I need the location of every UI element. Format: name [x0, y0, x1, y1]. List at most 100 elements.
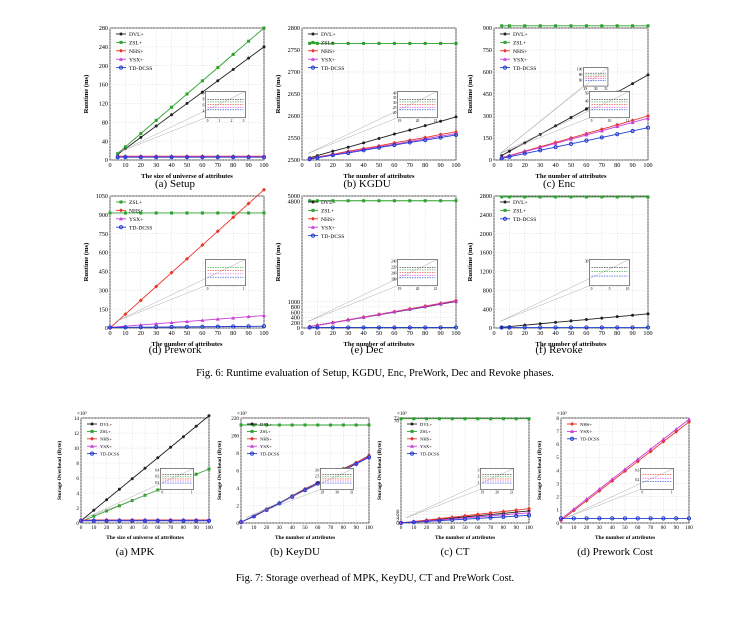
keydu-legend-label: YSX+ [260, 444, 272, 449]
prework_cost-xtick-label: 50 [622, 525, 628, 531]
dec-legend-label: YSX+ [321, 225, 335, 231]
mpk-inset-ytick: 0.3 [155, 475, 160, 479]
mpk-ytick-label: 6 [76, 476, 79, 482]
kgdu-point-DVL+ [362, 141, 366, 145]
enc-xtick-label: 80 [614, 162, 620, 169]
keydu-inset-xtick: 29 [321, 490, 325, 494]
enc-ytick-label: 600 [483, 69, 492, 76]
enc-inset2-ytick: 80 [579, 73, 583, 77]
ct-point-ZSL+ [527, 417, 531, 421]
kgdu-legend-label: TD-DCSS [321, 66, 344, 72]
ct-inset-leader [406, 489, 481, 518]
prework_cost-inset-ytick: 0.2 [635, 478, 640, 482]
revoke-point-ZSL+ [538, 195, 542, 199]
mpk-inset-ytick: 0.4 [155, 468, 160, 472]
dec-xtick-label: 80 [422, 330, 428, 337]
revoke-xlabel: The number of attributes [535, 341, 607, 348]
ct-legend-marker [409, 451, 415, 456]
dec-legend-label: NHS+ [321, 217, 335, 223]
prework_cost-ytick-label: 6 [556, 442, 559, 448]
ct-point-TD-DCSS [475, 516, 480, 521]
ct-ytick-label: 6 [396, 512, 399, 518]
setup-ytick-label: 240 [99, 44, 108, 51]
enc-xtick-label: 70 [599, 162, 605, 169]
revoke-xtick-label: 0 [492, 330, 495, 337]
revoke-ylabel: Runtime (ms) [467, 243, 474, 282]
setup-xtick-label: 40 [169, 162, 175, 169]
setup-inset-xtick: 1 [219, 119, 221, 123]
revoke-xtick-label: 80 [614, 330, 620, 337]
enc-inset2-leader [500, 67, 609, 154]
ct-point-NHS+ [527, 506, 531, 511]
ct-xtick-label: 30 [437, 525, 443, 531]
prework-point-NHS+ [231, 215, 236, 220]
setup-point-TD-DCSS [154, 155, 159, 160]
prework-point-TD-DCSS [246, 324, 251, 329]
revoke-ytick-label: 2000 [480, 231, 492, 238]
ct-point-ZSL+ [425, 417, 429, 421]
ct-ytick-label: 2 [396, 518, 399, 524]
dec-inset-ytick: 220 [391, 265, 397, 269]
kgdu-point-ZSL+ [346, 41, 350, 45]
dec-ytick-label: 200 [291, 320, 300, 327]
dec-legend-marker [311, 216, 315, 221]
prework-legend-label: NHS+ [129, 209, 143, 215]
setup-point-ZSL+ [139, 132, 143, 136]
dec-inset-ytick: 200 [391, 272, 397, 276]
prework_cost-xtick-label: 80 [661, 525, 667, 531]
mpk-point-DVL+ [156, 456, 160, 460]
ct-point-TD-DCSS [411, 520, 416, 525]
enc-ytick-label: 0 [489, 157, 492, 164]
ct-series-TD-DCSS-line [400, 514, 530, 524]
ct-legend-label: NHS+ [420, 437, 432, 442]
prework_cost-inset-xtick: 1 [671, 490, 673, 494]
kgdu-point-TD-DCSS [453, 132, 459, 138]
mpk-point-DVL+ [117, 487, 121, 491]
enc-point-TD-DCSS [615, 132, 620, 137]
kgdu-inset-xtick: 21 [434, 119, 438, 123]
revoke-xtick-label: 70 [599, 330, 605, 337]
prework-point-ZSL+ [247, 211, 251, 215]
ct-point-TD-DCSS [526, 513, 532, 518]
prework_cost-legend-label: YSX+ [580, 429, 592, 434]
keydu-inset-ytick: 2.5 [315, 475, 320, 479]
setup-point-ZSL+ [262, 26, 266, 30]
revoke-point-DVL+ [615, 315, 619, 319]
mpk-ytick-label: 12 [74, 431, 80, 437]
prework-point-YSX+ [215, 317, 220, 321]
prework_cost-point-TD-DCSS [635, 516, 640, 521]
dec-point-TD-DCSS [346, 325, 351, 330]
kgdu-inset-ytick: 30 [393, 101, 397, 105]
enc-point-TD-DCSS [584, 138, 589, 143]
enc-point-YSX+ [599, 128, 604, 133]
dec-point-TD-DCSS [438, 325, 443, 330]
prework-point-NHS+ [138, 298, 143, 303]
enc-point-ZSL+ [554, 24, 558, 28]
mpk-xtick-label: 30 [117, 525, 123, 531]
setup-point-ZSL+ [154, 118, 158, 122]
enc-inset2-xtick: 31 [604, 87, 608, 91]
mpk-legend-label: YSX+ [100, 444, 112, 449]
prework_cost-point-TD-DCSS [610, 516, 615, 521]
setup-legend-label: TD-DCSS [129, 66, 152, 72]
ct-xtick-label: 20 [424, 525, 430, 531]
kgdu-point-DVL+ [392, 132, 396, 136]
dec-point-TD-DCSS [330, 325, 335, 330]
mpk-multiplier: ×10³ [77, 411, 87, 417]
enc-point-TD-DCSS [499, 156, 504, 161]
ct-xtick-label: 90 [514, 525, 520, 531]
dec-xtick-label: 50 [376, 330, 382, 337]
kgdu-point-ZSL+ [362, 41, 366, 45]
prework_cost-point-TD-DCSS [558, 516, 564, 521]
prework_cost-ytick-label: 4 [556, 468, 559, 474]
mpk-legend-label: NHS+ [100, 437, 112, 442]
enc-inset2-ytick: 100 [577, 68, 583, 72]
keydu-xtick-label: 0 [240, 525, 243, 531]
mpk-point-TD-DCSS [78, 518, 84, 523]
kgdu-legend-marker [311, 32, 315, 36]
mpk-ytick-label: 14 [74, 416, 80, 422]
setup-xtick-label: 50 [184, 162, 190, 169]
keydu-point-ZSL+ [354, 423, 358, 427]
prework-point-NHS+ [246, 201, 251, 206]
